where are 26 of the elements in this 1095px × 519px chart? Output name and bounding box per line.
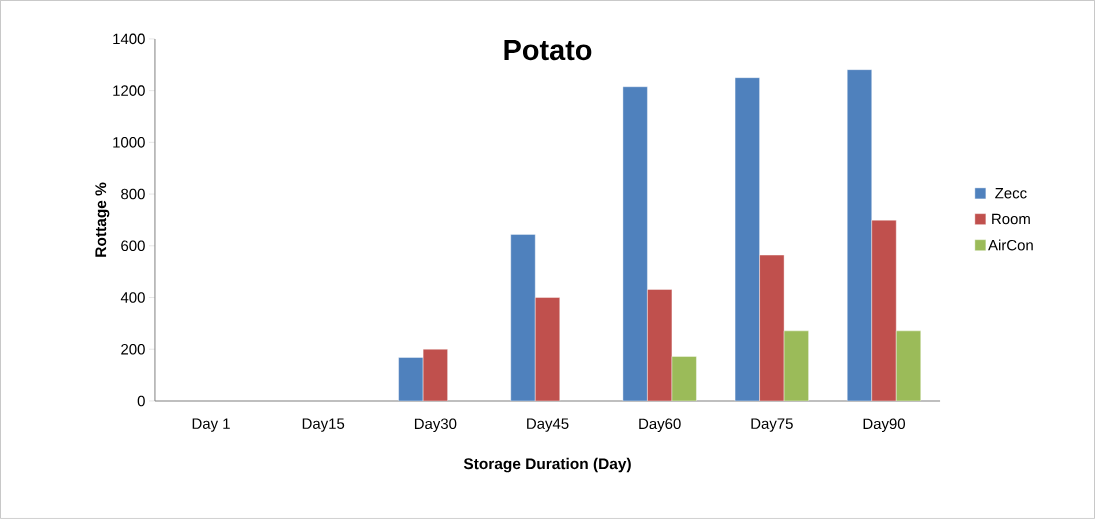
- y-tick-label: 1400: [113, 33, 145, 45]
- y-tick-label: 0: [137, 395, 145, 407]
- x-axis-title: Storage Duration (Day): [463, 457, 631, 473]
- x-tick-label: Day30: [414, 418, 457, 433]
- bar: [422, 349, 448, 402]
- x-tick-label: Day60: [639, 418, 681, 433]
- x-tick-label: Day45: [527, 418, 569, 432]
- legend-label: Zecc: [995, 188, 1027, 199]
- bar: [535, 297, 560, 402]
- bar: [759, 254, 785, 402]
- y-tick-label: 600: [121, 240, 145, 252]
- y-axis-title: Rottage %: [95, 182, 110, 257]
- y-tick-label: 200: [121, 344, 145, 355]
- x-tick-label: Day90: [863, 418, 905, 433]
- x-tick-label: Day15: [302, 418, 345, 432]
- y-tick-label: 400: [120, 292, 145, 303]
- y-tick-label: 1200: [113, 85, 145, 96]
- legend-label: Room: [992, 213, 1030, 225]
- x-tick-label: Day 1: [192, 418, 230, 432]
- legend-label: AirCon: [988, 239, 1033, 251]
- y-tick-label: 1000: [113, 137, 145, 148]
- y-tick-label: 800: [121, 188, 145, 200]
- bar: [647, 289, 673, 402]
- x-tick-label: Day75: [751, 418, 793, 432]
- bar: [871, 220, 897, 402]
- chart-title: Potato: [504, 40, 592, 61]
